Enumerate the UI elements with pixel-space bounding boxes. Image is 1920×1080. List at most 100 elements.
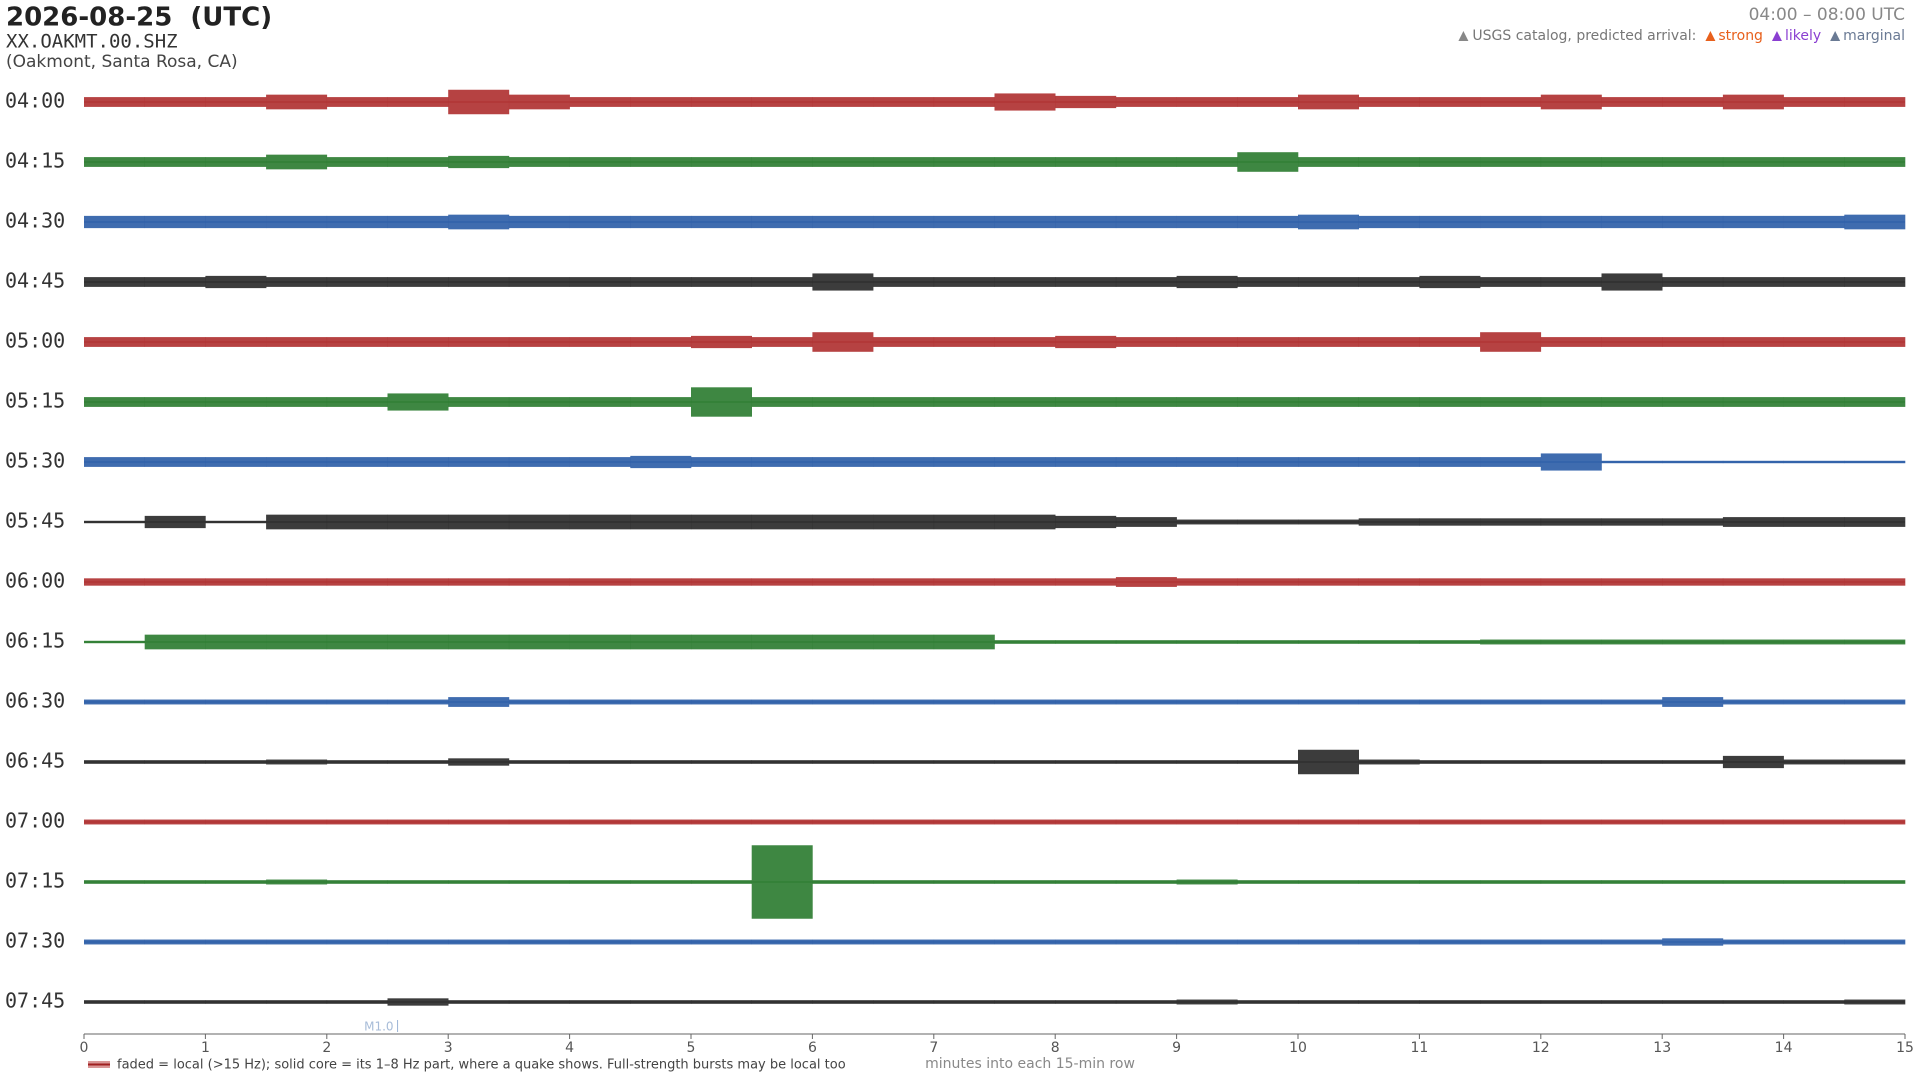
trace-segment xyxy=(1055,760,1117,764)
trace-segment xyxy=(1601,880,1663,884)
trace-segment xyxy=(1298,749,1359,775)
trace-segment xyxy=(1298,214,1359,230)
trace-segment xyxy=(1844,639,1906,645)
trace-segment xyxy=(630,455,692,469)
trace-segment xyxy=(387,939,449,945)
trace-segment xyxy=(1176,275,1238,289)
row-label: 06:00 xyxy=(5,569,65,593)
trace-segment xyxy=(448,880,510,884)
trace-segment xyxy=(326,397,388,407)
trace-segment xyxy=(1722,819,1784,825)
trace-segment xyxy=(1662,938,1724,946)
trace-segment xyxy=(387,157,449,167)
trace-segment xyxy=(508,94,570,110)
trace-segment xyxy=(1662,760,1724,764)
trace-segment xyxy=(266,457,328,467)
trace-segment xyxy=(1298,457,1359,467)
trace-segment xyxy=(387,760,449,764)
trace-segment xyxy=(1722,699,1784,705)
x-tick-label: 2 xyxy=(322,1040,331,1056)
trace-segment xyxy=(448,155,510,169)
trace-segment xyxy=(144,157,206,167)
trace-segment xyxy=(933,277,995,287)
trace-segment xyxy=(84,277,145,287)
trace-segment xyxy=(387,998,449,1006)
trace-segment xyxy=(873,578,935,586)
trace-segment xyxy=(1783,578,1845,586)
x-tick-label: 6 xyxy=(808,1040,817,1056)
trace-segment xyxy=(812,699,874,705)
trace-segment xyxy=(751,699,813,705)
trace-segment xyxy=(266,634,328,650)
legend-label: strong xyxy=(1718,28,1763,44)
trace-segment xyxy=(326,277,388,287)
trace-segment xyxy=(1298,519,1359,525)
trace-segment xyxy=(1480,880,1542,884)
trace-segment xyxy=(508,578,570,586)
trace-segment xyxy=(326,634,388,650)
trace-segment xyxy=(751,157,813,167)
trace-segment xyxy=(1055,578,1117,586)
trace-segment xyxy=(1601,337,1663,347)
trace-segment xyxy=(1844,277,1906,287)
trace-segment xyxy=(812,939,874,945)
time-range: 04:00 – 08:00 UTC xyxy=(1749,5,1905,25)
trace-segment xyxy=(1298,397,1359,407)
trace-segment xyxy=(933,457,995,467)
trace-segment xyxy=(630,514,692,530)
trace-segment xyxy=(691,939,752,945)
trace-segment xyxy=(1419,157,1481,167)
trace-segment xyxy=(1540,880,1602,884)
trace-segment xyxy=(873,337,935,347)
trace-segment xyxy=(1601,1000,1663,1004)
trace-segment xyxy=(569,634,631,650)
trace-segment xyxy=(1722,755,1784,769)
trace-segment xyxy=(266,397,328,407)
trace-segment xyxy=(1298,1000,1359,1004)
trace-segment xyxy=(387,578,449,586)
trace-segment xyxy=(630,97,692,107)
trace-segment xyxy=(1722,277,1784,287)
trace-segment xyxy=(205,97,267,107)
trace-segment xyxy=(326,97,388,107)
x-tick-label: 3 xyxy=(444,1040,453,1056)
trace-segment xyxy=(1844,699,1906,705)
trace-segment xyxy=(1662,337,1724,347)
trace-segment xyxy=(266,277,328,287)
trace-segment xyxy=(873,819,935,825)
trace-segment xyxy=(569,939,631,945)
trace-segment xyxy=(1844,939,1906,945)
trace-segment xyxy=(266,578,328,586)
trace-segment xyxy=(812,332,874,352)
trace-segment xyxy=(1601,699,1663,705)
trace-segment xyxy=(933,819,995,825)
x-tick-label: 10 xyxy=(1289,1040,1307,1056)
trace-segment xyxy=(508,760,570,764)
trace-segment xyxy=(144,515,206,529)
trace-segment xyxy=(205,520,267,524)
trace-segment xyxy=(1844,999,1906,1005)
trace-segment xyxy=(1783,157,1845,167)
trace-segment xyxy=(1722,517,1784,527)
trace-segment xyxy=(1722,460,1784,464)
trace-segment xyxy=(1419,760,1481,764)
trace-segment xyxy=(1237,277,1299,287)
trace-segment xyxy=(205,760,267,764)
trace-segment xyxy=(387,215,449,229)
location: (Oakmont, Santa Rosa, CA) xyxy=(6,52,238,72)
trace-segment xyxy=(387,880,449,884)
trace-segment xyxy=(630,939,692,945)
x-tick-label: 12 xyxy=(1532,1040,1550,1056)
row-label: 04:45 xyxy=(5,269,65,293)
trace-segment xyxy=(1419,640,1481,644)
trace-segment xyxy=(1540,337,1602,347)
trace-segment xyxy=(812,273,874,291)
trace-segment xyxy=(1601,157,1663,167)
trace-segment xyxy=(1662,819,1724,825)
trace-segment xyxy=(1662,578,1724,586)
trace-segment xyxy=(1055,397,1117,407)
trace-segment xyxy=(569,457,631,467)
trace-segment xyxy=(84,640,145,644)
trace-segment xyxy=(994,699,1056,705)
